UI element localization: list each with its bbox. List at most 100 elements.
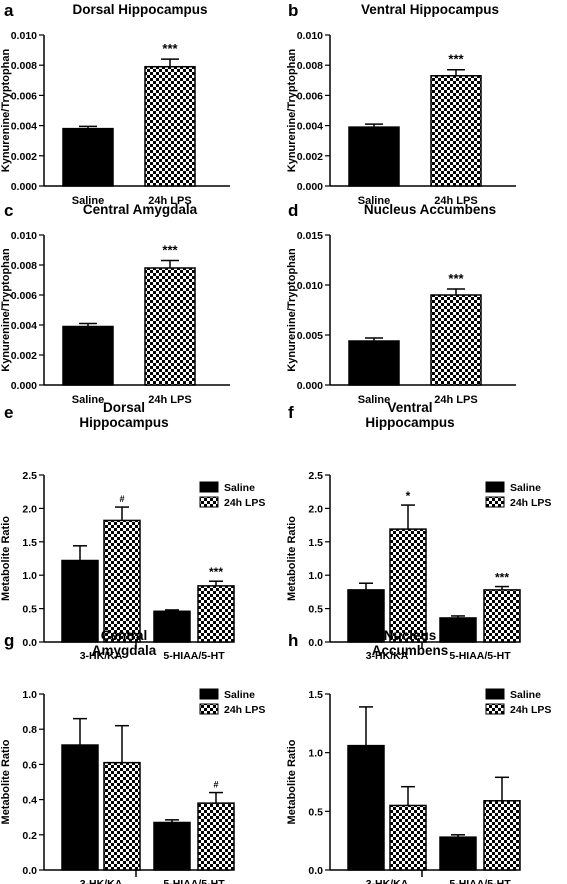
y-tick-label: 0.010 [297,280,323,292]
chart-panel-c: c Central Amygdala 0.000 0.002 0.004 0.006 0.0… [0,201,230,406]
legend-swatch [199,688,219,700]
y-tick-label: 1.5 [308,689,323,701]
y-tick-label: 0.5 [308,806,323,818]
x-tick-label: Saline [358,394,390,406]
y-tick-label: 0.008 [11,260,37,272]
panel-letter: b [288,1,298,20]
x-tick-label: Saline [72,195,104,207]
significance-label: *** [162,41,178,56]
chart-title: Amygdala [92,643,157,658]
bar [153,610,191,643]
significance-label: * [406,489,411,503]
y-tick-label: 1.0 [308,748,323,760]
y-tick-label: 0.004 [11,320,37,332]
bar [61,744,99,871]
legend-swatch [199,496,219,508]
bar [197,802,235,871]
chart-title: Dorsal Hippocampus [72,2,207,17]
y-tick-label: 0.015 [297,230,323,242]
y-tick-label: 1.5 [22,537,37,549]
x-tick-label: Saline [72,394,104,406]
x-tick-label: 5-HIAA/5-HT [449,650,511,662]
y-tick-label: 0.5 [308,604,323,616]
x-tick-label: 24h LPS [148,394,191,406]
bar [144,267,196,386]
x-tick-label: Saline [358,195,390,207]
chart-title: Accumbens [372,643,449,658]
y-tick-label: 0.0 [22,865,37,877]
legend-label: 24h LPS [510,704,551,716]
panel-letter: f [288,403,294,422]
x-tick-label: 3-HK/KA [80,650,123,662]
legend-swatch [485,481,505,493]
chart-title: Nucleus Accumbens [364,202,496,217]
legend-label: 24h LPS [224,704,265,716]
bar [389,804,427,871]
chart-title: Central [101,628,148,643]
chart-title: Nucleus [384,628,437,643]
significance-label: *** [495,571,509,585]
significance-label: *** [162,243,178,258]
legend-label: Saline [224,689,255,701]
panel-letter: g [4,631,14,650]
y-axis-label: Metabolite Ratio [286,739,298,824]
legend-label: 24h LPS [510,497,551,509]
chart-title: Central Amygdala [83,202,198,217]
bar [439,836,477,871]
y-tick-label: 0.0 [308,865,323,877]
y-tick-label: 0.002 [11,350,37,362]
y-tick-label: 1.0 [308,570,323,582]
legend-label: Saline [224,482,255,494]
y-tick-label: 0.000 [11,380,37,392]
chart-title: Dorsal [103,400,145,415]
y-tick-label: 0.8 [22,724,37,736]
y-tick-label: 0.6 [22,759,37,771]
bar [62,325,114,386]
y-tick-label: 0.004 [11,121,37,133]
y-tick-label: 0.000 [297,181,323,193]
legend-label: Saline [510,482,541,494]
chart-title: Ventral [387,400,432,415]
y-tick-label: 0.006 [11,90,37,102]
y-tick-label: 0.000 [297,380,323,392]
significance-label: *** [448,271,464,286]
significance-label: # [213,780,218,790]
legend-swatch [485,703,505,715]
x-tick-label: 5-HIAA/5-HT [449,878,511,884]
y-tick-label: 0.0 [22,637,37,649]
y-axis-label: Kynurenine/Tryptophan [286,248,298,372]
y-axis-label: Metabolite Ratio [286,516,298,601]
bar [103,519,141,643]
bar [348,126,400,187]
bar [153,821,191,871]
y-axis-label: Metabolite Ratio [0,516,12,601]
bar [61,559,99,643]
legend-swatch [199,703,219,715]
bar [103,761,141,871]
legend-swatch [199,481,219,493]
y-tick-label: 0.008 [11,60,37,72]
y-tick-label: 0.4 [22,795,37,807]
chart-panel-a: a Dorsal Hippocampus 0.000 0.002 0.004 0.006 0… [0,1,230,207]
bar [389,528,427,643]
y-tick-label: 2.5 [22,470,37,482]
panel-letter: c [4,201,13,220]
panel-letter: h [288,631,298,650]
bar [483,800,521,871]
bar [439,617,477,643]
panel-letter: d [288,201,298,220]
significance-label: *** [209,565,223,579]
y-tick-label: 0.005 [297,330,323,342]
chart-panel-b: b Ventral Hippocampus 0.000 0.002 0.004 0.006… [286,1,516,207]
legend-label: Saline [510,689,541,701]
y-tick-label: 0.002 [297,151,323,163]
y-axis-label: Kynurenine/Tryptophan [0,48,12,172]
bar [430,294,482,386]
panel-letter: a [4,1,14,20]
y-tick-label: 0.006 [11,290,37,302]
y-tick-label: 0.5 [22,604,37,616]
